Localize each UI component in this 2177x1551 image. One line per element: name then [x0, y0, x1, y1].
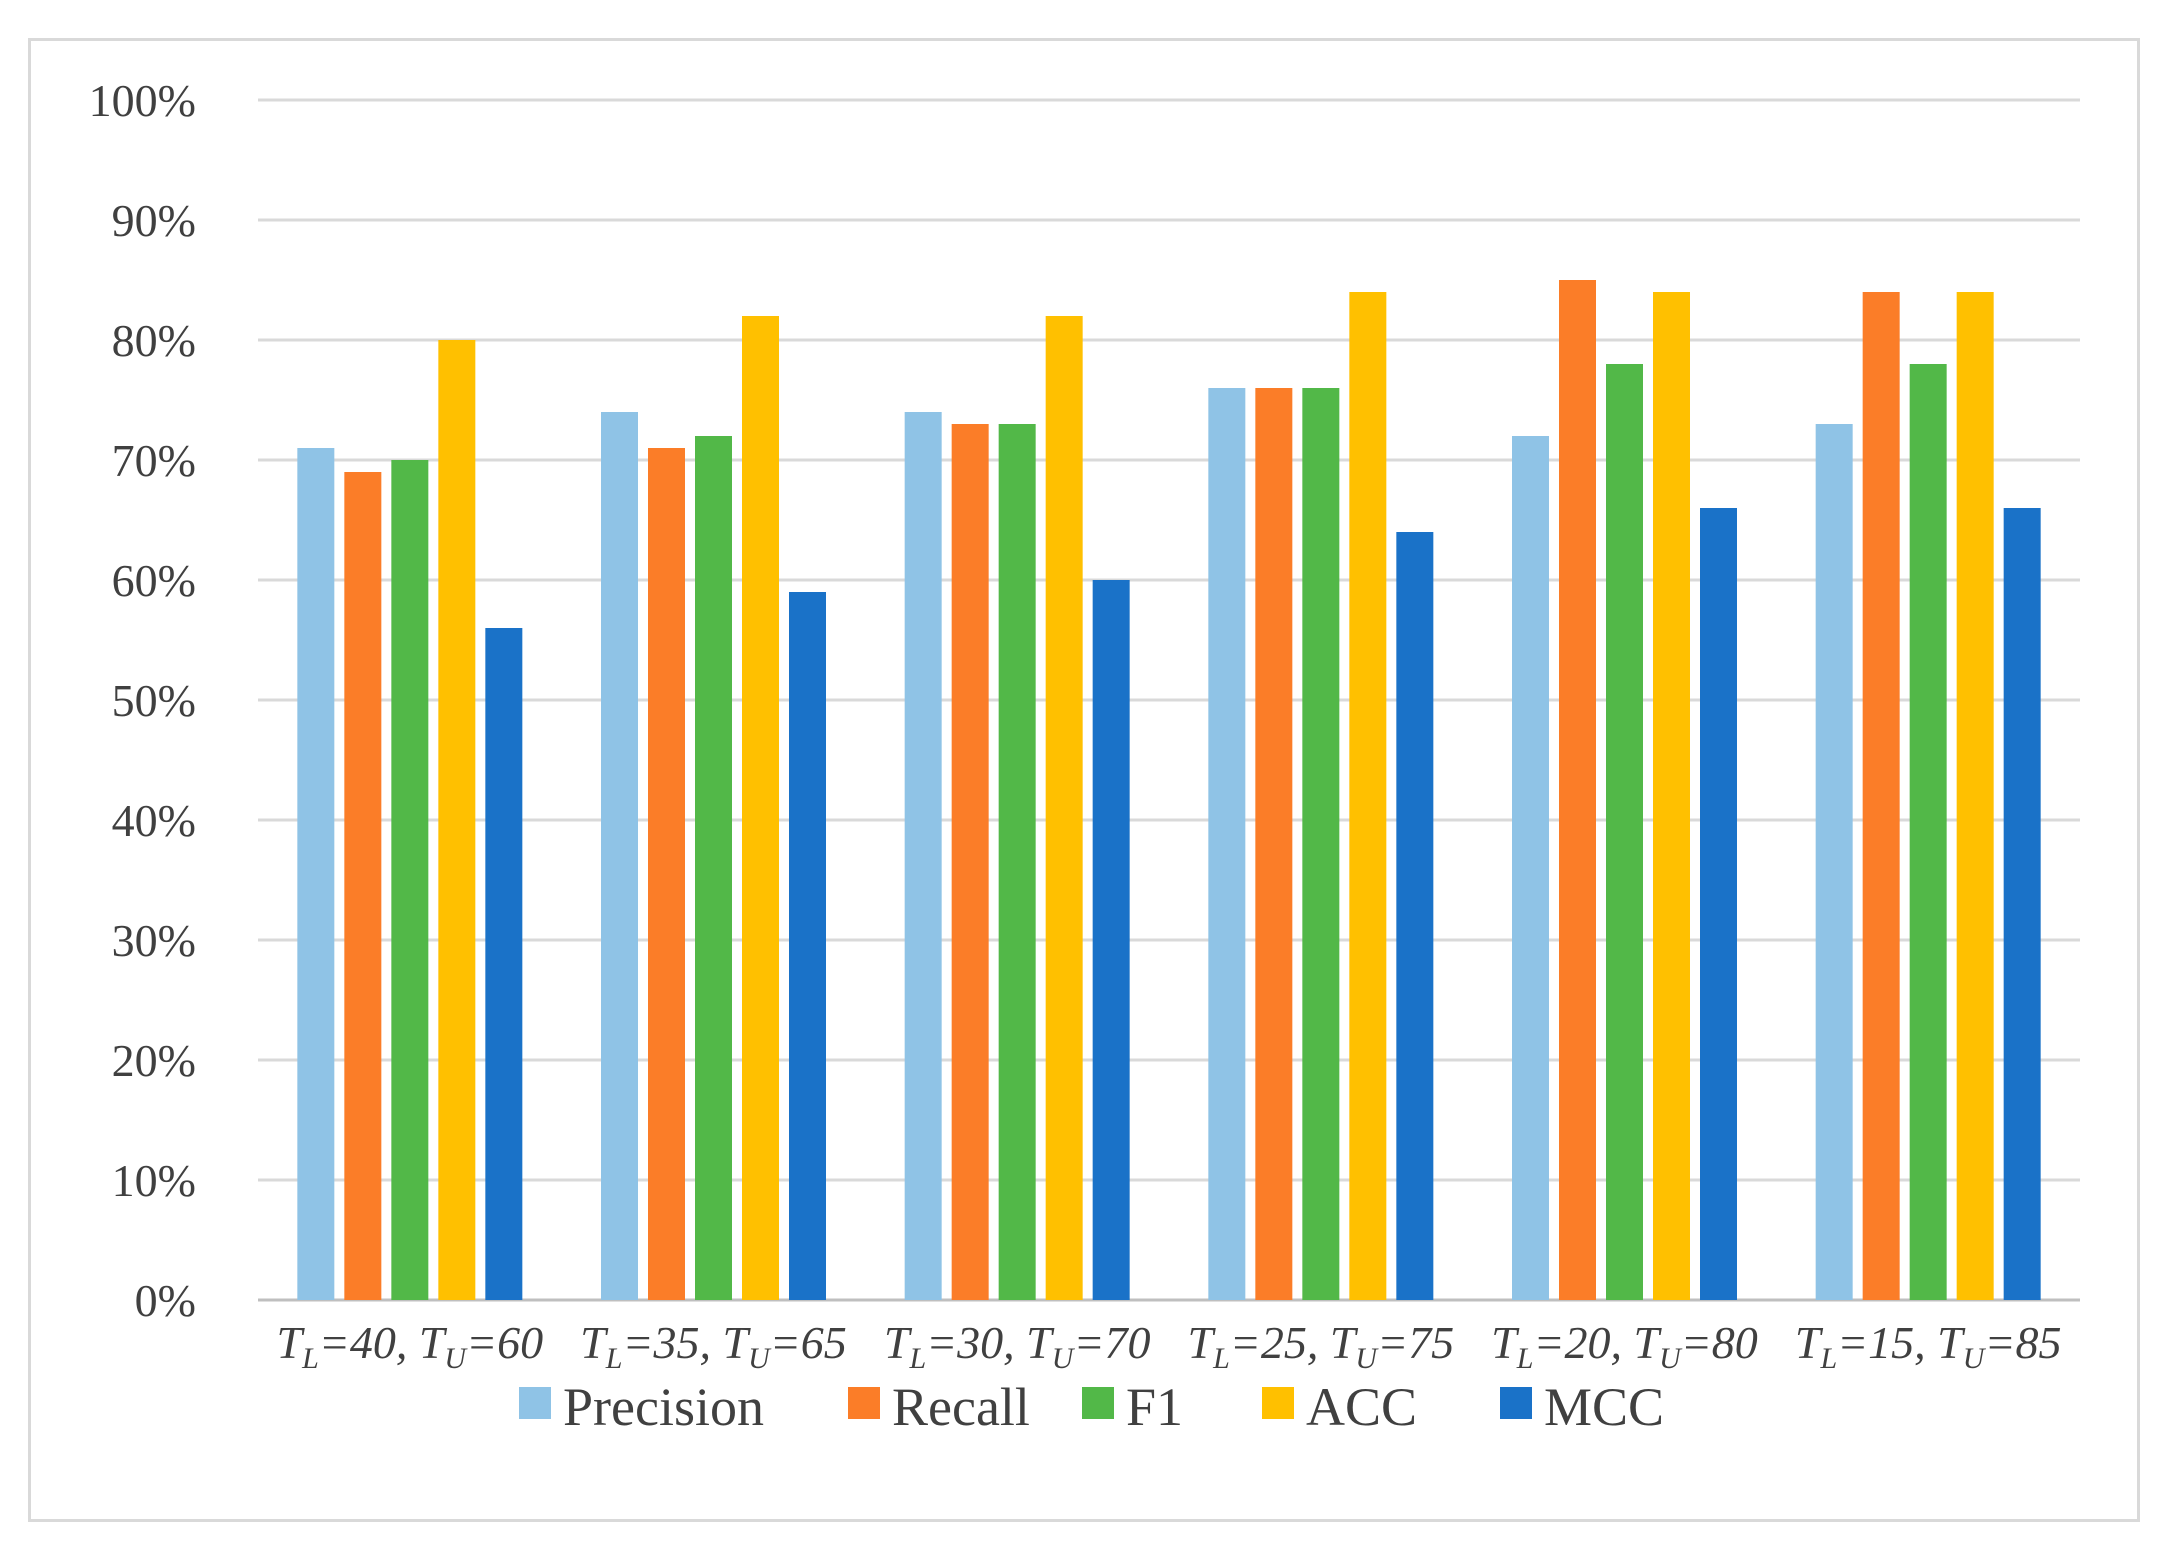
bar-precision-6	[1815, 424, 1853, 1300]
bar-precision-4	[1208, 388, 1246, 1300]
x-category-label: TL=15, TU=85	[1795, 1317, 2062, 1375]
x-category-label: TL=35, TU=65	[580, 1317, 847, 1375]
bar-acc-6	[1956, 292, 1994, 1300]
x-category-label: TL=40, TU=60	[277, 1317, 544, 1375]
bar-f1-2	[695, 436, 732, 1300]
legend-label-acc: ACC	[1306, 1377, 1417, 1437]
y-tick-label: 50%	[112, 675, 196, 726]
bar-recall-4	[1255, 388, 1293, 1300]
legend: Precision Recall F1 ACC MCC	[519, 1377, 1664, 1437]
bar-recall-3	[951, 424, 989, 1300]
bar-f1-1	[391, 460, 429, 1300]
bar-mcc-4	[1396, 532, 1434, 1300]
bar-f1-5	[1606, 364, 1643, 1300]
bar-acc-4	[1349, 292, 1387, 1300]
y-tick-label: 10%	[112, 1155, 196, 1206]
bar-precision-5	[1512, 436, 1549, 1300]
y-tick-label: 100%	[89, 75, 196, 126]
y-tick-label: 0%	[135, 1275, 196, 1326]
bar-mcc-6	[2003, 508, 2041, 1300]
bar-mcc-3	[1092, 580, 1130, 1300]
bar-acc-5	[1653, 292, 1690, 1300]
y-tick-label: 30%	[112, 915, 196, 966]
legend-swatch-recall	[848, 1387, 880, 1419]
y-tick-label: 90%	[112, 195, 196, 246]
bar-recall-1	[344, 472, 382, 1300]
x-category-label: TL=25, TU=75	[1188, 1317, 1455, 1375]
legend-label-f1: F1	[1126, 1377, 1183, 1437]
bar-mcc-1	[485, 628, 523, 1300]
x-category-label: TL=30, TU=70	[884, 1317, 1151, 1375]
bar-mcc-2	[789, 592, 826, 1300]
y-tick-label: 70%	[112, 435, 196, 486]
y-tick-label: 40%	[112, 795, 196, 846]
bar-precision-2	[601, 412, 638, 1300]
bar-precision-3	[904, 412, 942, 1300]
y-axis-tick-labels: 0% 10% 20% 30% 40% 50% 60% 70% 80% 90% 100%	[89, 75, 196, 1326]
gridlines	[258, 98, 2080, 1302]
bar-f1-4	[1302, 388, 1340, 1300]
legend-swatch-mcc	[1500, 1387, 1532, 1419]
bar-recall-6	[1862, 292, 1900, 1300]
y-tick-label: 60%	[112, 555, 196, 606]
bar-precision-1	[297, 448, 335, 1300]
bar-acc-2	[742, 316, 779, 1300]
bar-acc-1	[438, 340, 476, 1300]
legend-label-mcc: MCC	[1544, 1377, 1664, 1437]
legend-swatch-f1	[1082, 1387, 1114, 1419]
legend-label-recall: Recall	[892, 1377, 1030, 1437]
bar-f1-6	[1909, 364, 1947, 1300]
bar-f1-3	[998, 424, 1036, 1300]
bar-mcc-5	[1700, 508, 1737, 1300]
bar-recall-5	[1559, 280, 1596, 1300]
legend-swatch-precision	[519, 1387, 551, 1419]
bars	[297, 280, 2041, 1300]
legend-swatch-acc	[1262, 1387, 1294, 1419]
x-axis-category-labels: TL=40, TU=60 TL=35, TU=65 TL=30, TU=70 TL=2…	[277, 1317, 2062, 1375]
x-category-label: TL=20, TU=80	[1491, 1317, 1758, 1375]
bar-recall-2	[648, 448, 685, 1300]
bar-acc-3	[1045, 316, 1083, 1300]
y-tick-label: 20%	[112, 1035, 196, 1086]
legend-label-precision: Precision	[563, 1377, 764, 1437]
y-tick-label: 80%	[112, 315, 196, 366]
